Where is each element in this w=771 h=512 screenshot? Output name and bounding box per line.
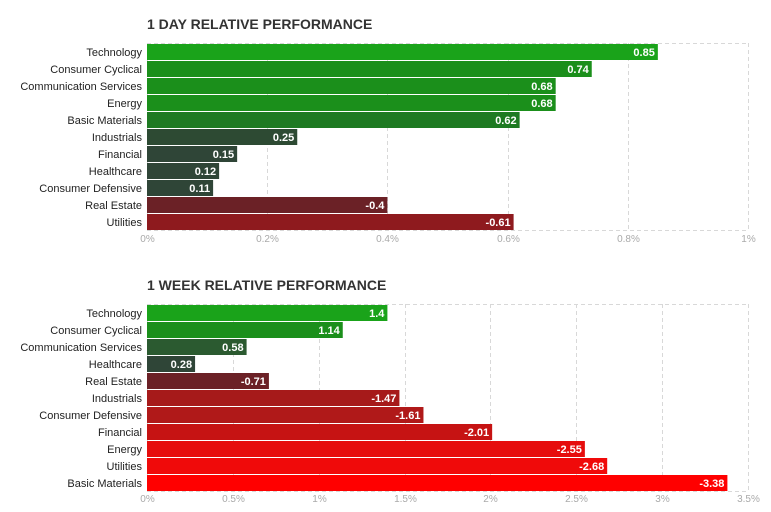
chart-1-bar bbox=[147, 95, 556, 111]
chart-1-bar bbox=[147, 197, 388, 213]
chart-2-bar bbox=[147, 373, 269, 389]
chart-1-bar bbox=[147, 61, 592, 77]
chart-2-value-label: 1.4 bbox=[369, 308, 385, 320]
chart-2-value-label: -1.61 bbox=[395, 410, 420, 422]
chart-1-value-label: -0.4 bbox=[365, 200, 385, 212]
chart-2-value-label: 1.14 bbox=[318, 325, 340, 337]
chart-1-category-label: Industrials bbox=[92, 132, 143, 144]
chart-1-category-label: Financial bbox=[98, 149, 142, 161]
chart-1-value-label: 0.11 bbox=[189, 183, 210, 195]
chart-2-tick-label: 0% bbox=[140, 494, 155, 505]
chart-2-value-label: -3.38 bbox=[699, 478, 724, 490]
chart-1-value-label: 0.12 bbox=[195, 166, 216, 178]
chart-1-category-label: Healthcare bbox=[89, 166, 142, 178]
chart-1-category-label: Consumer Cyclical bbox=[50, 64, 142, 76]
chart-1-tick-label: 0.8% bbox=[617, 234, 640, 245]
chart-1-bar bbox=[147, 112, 520, 128]
chart-1-tick-label: 0.6% bbox=[497, 234, 520, 245]
chart-2-category-label: Financial bbox=[98, 427, 142, 439]
chart-2-category-label: Basic Materials bbox=[67, 478, 142, 490]
chart-2-bar bbox=[147, 475, 728, 491]
chart-2-value-label: 0.58 bbox=[222, 342, 243, 354]
chart-2-title: 1 WEEK RELATIVE PERFORMANCE bbox=[147, 277, 386, 293]
chart-2-value-label: -2.55 bbox=[557, 444, 582, 456]
chart-2-tick-label: 1.5% bbox=[394, 494, 417, 505]
chart-2-category-label: Energy bbox=[107, 444, 142, 456]
chart-1-value-label: 0.25 bbox=[273, 132, 294, 144]
chart-2-tick-label: 2% bbox=[483, 494, 498, 505]
chart-1-tick-label: 1% bbox=[741, 234, 756, 245]
chart-1-value-label: -0.61 bbox=[486, 217, 511, 229]
chart-1-category-label: Basic Materials bbox=[67, 115, 142, 127]
chart-1-category-label: Communication Services bbox=[20, 81, 142, 93]
chart-1-category-label: Utilities bbox=[107, 217, 143, 229]
chart-1-value-label: 0.15 bbox=[213, 149, 234, 161]
chart-1-value-label: 0.68 bbox=[531, 81, 552, 93]
chart-1-value-label: 0.74 bbox=[567, 64, 589, 76]
chart-2-bar bbox=[147, 305, 388, 321]
chart-2-category-label: Consumer Defensive bbox=[39, 410, 142, 422]
chart-2-category-label: Technology bbox=[86, 308, 142, 320]
chart-1-bar bbox=[147, 214, 514, 230]
chart-2-category-label: Utilities bbox=[107, 461, 143, 473]
chart-2-bar bbox=[147, 339, 247, 355]
chart-1-value-label: 0.68 bbox=[531, 98, 552, 110]
chart-2-category-label: Communication Services bbox=[20, 342, 142, 354]
chart-2-bar bbox=[147, 356, 196, 372]
chart-2-bar bbox=[147, 458, 608, 474]
chart-1-value-label: 0.85 bbox=[633, 47, 654, 59]
chart-2-category-label: Healthcare bbox=[89, 359, 142, 371]
chart-2-bar bbox=[147, 424, 493, 440]
chart-1-bar bbox=[147, 78, 556, 94]
chart-1-tick-label: 0% bbox=[140, 234, 155, 245]
chart-2-value-label: -2.01 bbox=[464, 427, 489, 439]
chart-1-bar bbox=[147, 180, 214, 196]
chart-1-bar bbox=[147, 163, 220, 179]
chart-2-tick-label: 3.5% bbox=[737, 494, 760, 505]
chart-2-value-label: -2.68 bbox=[579, 461, 604, 473]
chart-2-bar bbox=[147, 322, 343, 338]
chart-1-bar bbox=[147, 44, 658, 60]
chart-1-category-label: Real Estate bbox=[85, 200, 142, 212]
chart-1-tick-label: 0.2% bbox=[256, 234, 279, 245]
chart-2-bar bbox=[147, 407, 424, 423]
chart-2-category-label: Industrials bbox=[92, 393, 143, 405]
chart-2-value-label: 0.28 bbox=[171, 359, 192, 371]
chart-1-category-label: Technology bbox=[86, 47, 142, 59]
chart-2-value-label: -0.71 bbox=[241, 376, 266, 388]
chart-1-bar bbox=[147, 146, 238, 162]
chart-1-category-label: Energy bbox=[107, 98, 142, 110]
chart-2-tick-label: 2.5% bbox=[565, 494, 588, 505]
chart-2-value-label: -1.47 bbox=[371, 393, 396, 405]
chart-1-category-label: Consumer Defensive bbox=[39, 183, 142, 195]
chart-2-tick-label: 1% bbox=[312, 494, 327, 505]
chart-2-bar bbox=[147, 441, 585, 457]
chart-2-category-label: Real Estate bbox=[85, 376, 142, 388]
chart-1-value-label: 0.62 bbox=[495, 115, 516, 127]
chart-1-bar bbox=[147, 129, 298, 145]
chart-2-bar bbox=[147, 390, 400, 406]
chart-2-tick-label: 0.5% bbox=[222, 494, 245, 505]
chart-1-title: 1 DAY RELATIVE PERFORMANCE bbox=[147, 16, 372, 32]
chart-2-tick-label: 3% bbox=[655, 494, 670, 505]
chart-2-category-label: Consumer Cyclical bbox=[50, 325, 142, 337]
chart-1-tick-label: 0.4% bbox=[376, 234, 399, 245]
